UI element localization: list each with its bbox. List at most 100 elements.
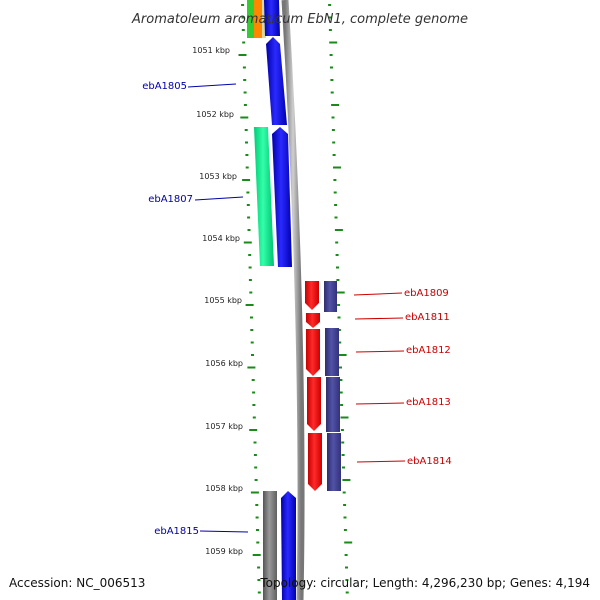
tick-mark [250,491,259,494]
tick-mark [333,179,337,181]
tick-mark [257,579,261,581]
tick-mark [341,441,345,444]
gene-label-ebA1809[interactable]: ebA1809 [404,288,449,299]
gene-label-ebA1812[interactable]: ebA1812 [406,345,451,356]
gene-block-purple-2[interactable] [325,328,339,376]
accession-label: Accession: NC_006513 [9,576,145,590]
gene-block-purple-3[interactable] [326,377,340,432]
scale-label: 1058 kbp [205,484,243,493]
tick-mark [241,16,245,19]
tick-mark [334,229,343,231]
tick-mark [329,54,333,56]
scale-label: 1053 kbp [199,172,237,181]
tick-mark [252,404,256,406]
tick-mark [241,29,245,31]
tick-mark [249,291,253,294]
leader-line [199,530,249,533]
tick-mark [332,141,336,144]
scale-label: 1059 kbp [205,547,243,556]
tick-mark [335,254,339,256]
tick-mark [329,41,338,44]
tick-mark [251,379,255,381]
gene-arrow-ebA1807[interactable] [272,127,292,267]
leader-line [356,460,406,463]
gene-partial-green [247,0,254,38]
leader-line [187,83,237,88]
tick-mark [243,79,247,81]
tick-mark [331,116,335,119]
tick-mark [336,266,339,269]
tick-mark [344,541,353,544]
tick-mark [337,316,341,319]
tick-mark [255,516,259,519]
tick-mark [338,354,347,356]
tick-mark [328,16,332,19]
tick-mark [343,529,347,531]
tick-mark [340,416,349,419]
gene-label-ebA1813[interactable]: ebA1813 [406,397,451,408]
tick-mark [248,279,252,281]
tick-mark [328,4,332,6]
tick-mark [250,329,254,331]
tick-mark [241,4,245,6]
gene-arrow-ebA1809[interactable] [305,281,319,310]
right-gene-labels: ebA1809 ebA1811 ebA1812 ebA1813 ebA1814 [353,288,452,467]
tick-mark [252,391,256,394]
tick-mark [250,341,254,344]
tick-mark [345,566,348,569]
gene-block-green[interactable] [254,127,274,266]
gene-block-purple-4[interactable] [327,433,341,491]
gene-arrow-ebA1805[interactable] [266,37,287,125]
tick-mark [332,154,336,156]
gene-partial-blue [264,0,280,36]
tick-mark [341,454,345,456]
tick-mark [331,104,340,106]
tick-mark [337,329,341,331]
tick-mark [246,204,250,206]
tick-mark [334,204,338,206]
tick-mark [342,491,346,494]
gene-arrow-ebA1813[interactable] [307,377,321,431]
tick-mark [330,91,334,94]
scale-label: 1054 kbp [202,234,240,243]
tick-mark [345,579,349,581]
tick-mark [340,404,344,406]
tick-mark [245,304,254,306]
gene-partial-orange [254,0,262,38]
scale-labels: 1051 kbp 1052 kbp 1053 kbp 1054 kbp 1055… [192,46,243,556]
tick-mark [342,479,351,481]
tick-mark [245,141,248,144]
gene-arrow-ebA1812[interactable] [306,329,320,376]
gene-arrow-ebA1811[interactable] [306,313,320,328]
gene-arrow-ebA1815[interactable] [281,491,296,600]
tick-mark [245,154,249,156]
gene-label-ebA1814[interactable]: ebA1814 [407,456,452,467]
tick-mark [249,429,258,431]
scale-label: 1057 kbp [205,422,243,431]
tick-mark [333,191,337,194]
leader-line [355,402,405,405]
tick-mark [250,316,253,319]
tick-mark [335,241,339,244]
gene-label-ebA1815[interactable]: ebA1815 [154,526,199,537]
tick-mark [254,466,258,469]
top-partial-genes [247,0,280,38]
tick-mark [339,379,343,381]
leader-line [194,196,244,201]
genome-backbone [281,0,305,600]
topology-label: Topology: circular; Length: 4,296,230 bp… [259,576,590,590]
gene-label-ebA1805[interactable]: ebA1805 [142,81,187,92]
tick-mark [339,391,343,394]
gene-label-ebA1807[interactable]: ebA1807 [148,194,193,205]
tick-marks [238,4,353,594]
gene-block-gray[interactable] [263,491,277,600]
gene-arrow-ebA1814[interactable] [308,433,322,491]
tick-mark [246,191,250,194]
tick-mark [238,54,247,56]
gene-label-ebA1811[interactable]: ebA1811 [405,312,450,323]
tick-mark [243,91,247,94]
tick-mark [339,366,342,369]
tick-mark [336,279,340,281]
gene-block-purple-1[interactable] [324,281,337,312]
